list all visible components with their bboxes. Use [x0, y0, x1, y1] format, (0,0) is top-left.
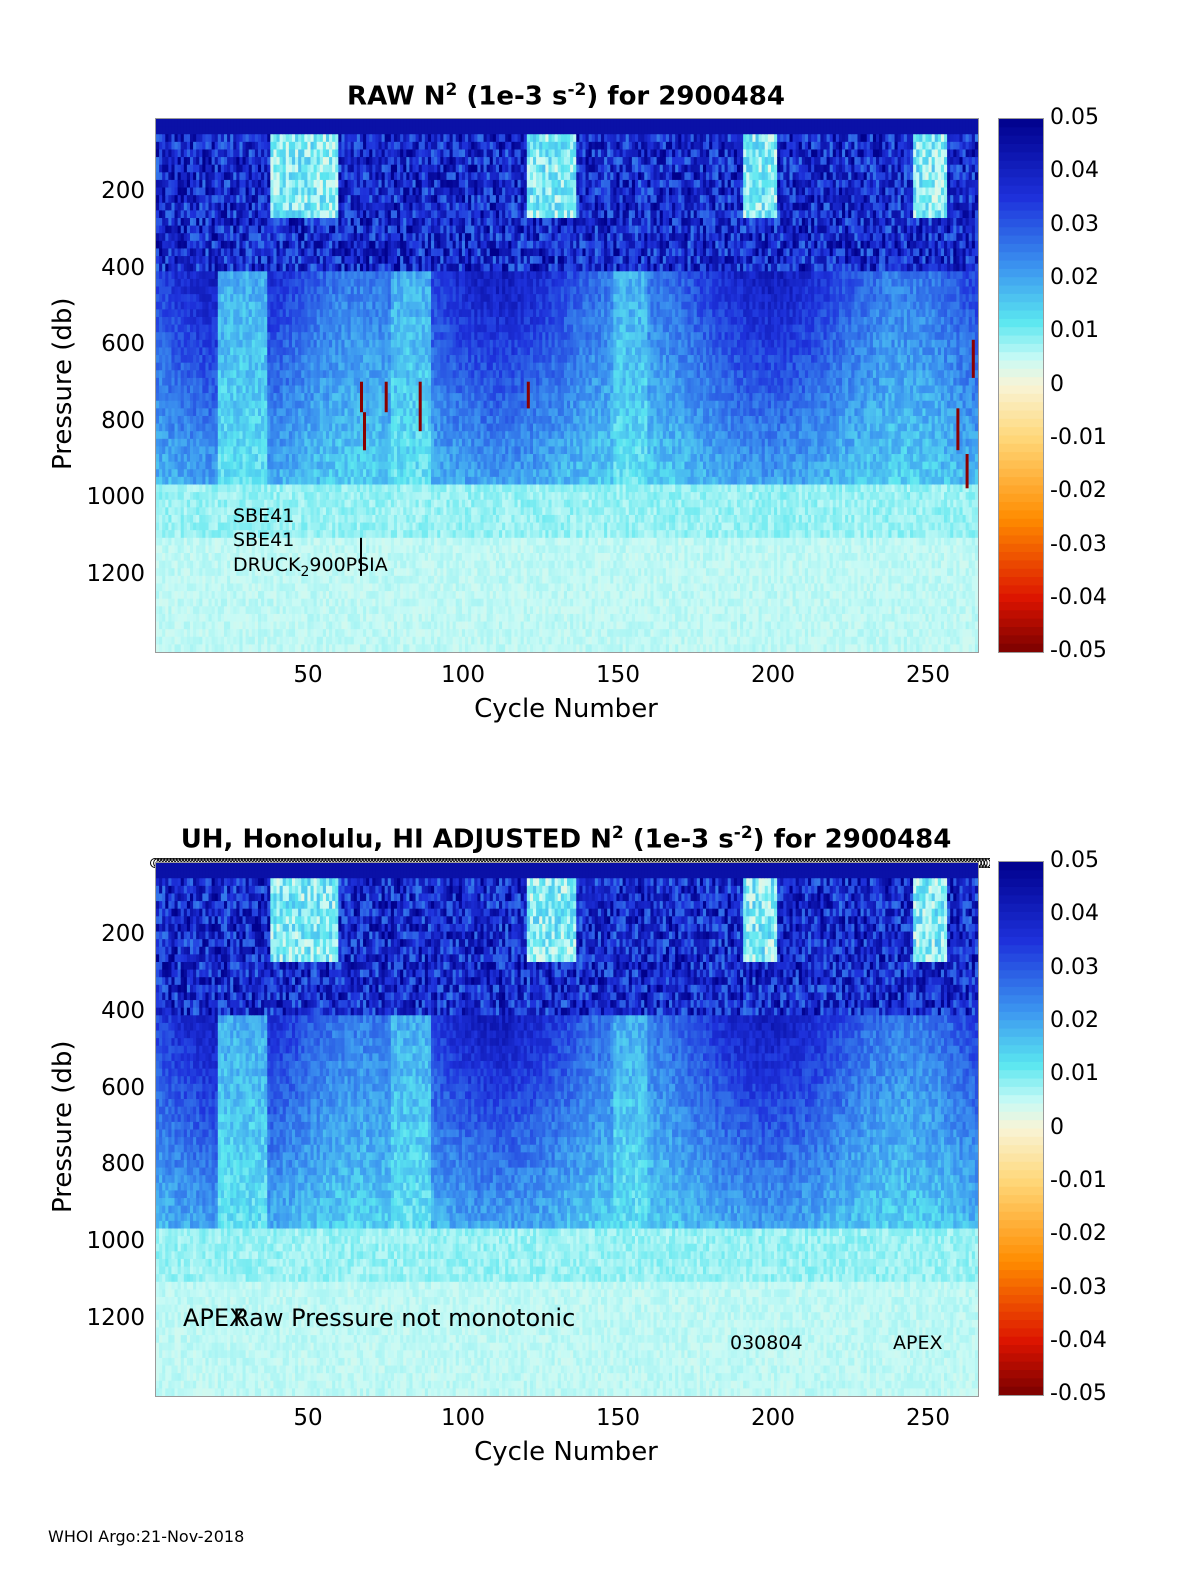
sensor-annotation: SBE41: [233, 529, 294, 551]
footer-credit: WHOI Argo:21-Nov-2018: [48, 1527, 244, 1546]
top-x-axis-label: Cycle Number: [366, 694, 766, 724]
colorbar-tick-label: -0.05: [1050, 1381, 1107, 1406]
top-colorbar: [998, 118, 1044, 653]
x-tick-label: 100: [423, 1405, 503, 1431]
colorbar-tick-label: 0.02: [1050, 1008, 1099, 1033]
colorbar-tick-label: -0.05: [1050, 638, 1107, 663]
sensor-annotation: SBE41: [233, 505, 294, 527]
colorbar-tick-label: 0.01: [1050, 318, 1099, 343]
cycle-marker: [983, 858, 990, 868]
colorbar-tick-label: -0.04: [1050, 585, 1107, 610]
colorbar-tick-label: 0.05: [1050, 848, 1099, 873]
colorbar-tick-label: -0.03: [1050, 532, 1107, 557]
x-tick-label: 100: [423, 662, 503, 688]
top-chart-title: RAW N2 (1e-3 s-2) for 2900484: [155, 80, 977, 112]
colorbar-tick-label: 0.03: [1050, 955, 1099, 980]
y-tick-label: 1200: [65, 1305, 145, 1331]
y-tick-label: 1200: [65, 561, 145, 587]
colorbar-tick-label: -0.03: [1050, 1275, 1107, 1300]
y-tick-label: 200: [65, 178, 145, 204]
y-tick-label: 800: [65, 408, 145, 434]
colorbar-tick-label: 0.05: [1050, 105, 1099, 130]
y-tick-label: 800: [65, 1151, 145, 1177]
x-tick-label: 200: [733, 1405, 813, 1431]
colorbar-tick-label: 0.01: [1050, 1061, 1099, 1086]
colorbar-tick-label: -0.01: [1050, 425, 1107, 450]
y-tick-label: 1000: [65, 484, 145, 510]
colorbar-tick-label: -0.02: [1050, 478, 1107, 503]
cycle-marker: [980, 858, 990, 868]
colorbar-tick-label: 0.02: [1050, 265, 1099, 290]
float-type-annotation: APEX: [183, 1304, 246, 1332]
top-heatmap: [155, 118, 979, 653]
colorbar-tick-label: 0: [1050, 1115, 1064, 1140]
x-tick-label: 150: [578, 662, 658, 688]
qc-warning-annotation: Raw Pressure not monotonic: [233, 1304, 575, 1332]
x-tick-label: 250: [888, 662, 968, 688]
x-tick-label: 200: [733, 662, 813, 688]
float-type-annotation: APEX: [893, 1332, 942, 1354]
colorbar-tick-label: 0.04: [1050, 901, 1099, 926]
y-tick-label: 1000: [65, 1228, 145, 1254]
colorbar-tick-label: -0.01: [1050, 1168, 1107, 1193]
bottom-chart-title: UH, Honolulu, HI ADJUSTED N2 (1e-3 s-2) …: [140, 823, 992, 855]
x-tick-label: 250: [888, 1405, 968, 1431]
bottom-colorbar: [998, 861, 1044, 1396]
bottom-x-axis-label: Cycle Number: [366, 1437, 766, 1467]
colorbar-tick-label: 0.03: [1050, 212, 1099, 237]
y-tick-label: 600: [65, 1075, 145, 1101]
colorbar-tick-label: -0.04: [1050, 1328, 1107, 1353]
top-y-axis-label: Pressure (db): [48, 297, 78, 470]
colorbar-tick-label: 0: [1050, 372, 1064, 397]
colorbar-tick-label: 0.04: [1050, 158, 1099, 183]
y-tick-label: 400: [65, 998, 145, 1024]
sensor-annotation: DRUCK2900PSIA: [233, 554, 388, 580]
y-tick-label: 200: [65, 921, 145, 947]
firmware-annotation: 030804: [730, 1332, 803, 1354]
x-tick-label: 50: [268, 662, 348, 688]
colorbar-tick-label: -0.02: [1050, 1221, 1107, 1246]
bottom-y-axis-label: Pressure (db): [48, 1040, 78, 1213]
y-tick-label: 400: [65, 255, 145, 281]
bottom-heatmap: [155, 862, 979, 1397]
x-tick-label: 50: [268, 1405, 348, 1431]
y-tick-label: 600: [65, 331, 145, 357]
x-tick-label: 150: [578, 1405, 658, 1431]
